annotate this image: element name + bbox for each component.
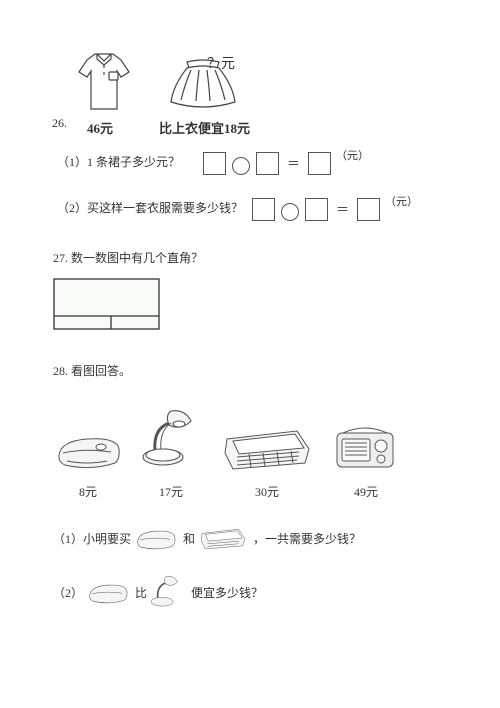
unit-label: （元） xyxy=(336,147,369,163)
calculator-icon xyxy=(219,421,315,473)
q27: 27. 数一数图中有几个直角？ xyxy=(53,249,445,266)
answer-box[interactable] xyxy=(256,152,279,175)
answer-box[interactable] xyxy=(308,152,331,175)
calculator-icon xyxy=(198,524,250,552)
q28-sub1-and: 和 xyxy=(183,530,195,547)
pencilcase-icon xyxy=(134,525,180,551)
equation-blank: ＝ （元） xyxy=(249,193,418,221)
answer-box[interactable] xyxy=(305,198,328,221)
q28-sub1-prefix: （1）小明要买 xyxy=(53,530,131,547)
item-lamp: 17元 xyxy=(141,403,201,500)
skirt-question: ？元 xyxy=(207,53,235,73)
q28-text: 28. 看图回答。 xyxy=(53,364,131,378)
shirt-price: 46元 xyxy=(87,118,113,137)
q27-diagram xyxy=(53,278,445,336)
shirt-icon xyxy=(75,50,133,114)
item-pencilcase: 8元 xyxy=(53,429,123,500)
lamp-icon xyxy=(141,403,201,473)
q28-sub2-than: 比 xyxy=(135,584,147,601)
q28-sub1: （1）小明要买 和 ，一共需要多少钱？ xyxy=(53,524,445,552)
equals-sign: ＝ xyxy=(287,153,300,172)
item-price: 30元 xyxy=(219,483,315,500)
q28-sub1-suffix: ，一共需要多少钱？ xyxy=(253,530,361,547)
q28: 28. 看图回答。 xyxy=(53,362,445,379)
operator-circle[interactable] xyxy=(232,157,250,175)
item-price: 49元 xyxy=(333,483,399,500)
equals-sign: ＝ xyxy=(336,199,349,218)
item-price: 8元 xyxy=(53,483,123,500)
q26-sub1: （1）1 条裙子多少元？ ＝ （元） xyxy=(57,147,445,175)
q28-sub2-prefix: （2） xyxy=(53,584,83,601)
pencilcase-icon xyxy=(53,429,123,473)
q26-sub1-text: （1）1 条裙子多少元？ xyxy=(57,153,180,170)
operator-circle[interactable] xyxy=(281,203,299,221)
unit-label: （元） xyxy=(385,193,418,209)
item-price: 17元 xyxy=(141,483,201,500)
q26-figure: 26. 46元 ？元 比上衣便宜18元 xyxy=(57,48,445,133)
answer-box[interactable] xyxy=(357,198,380,221)
q27-text: 27. 数一数图中有几个直角？ xyxy=(53,251,203,265)
answer-box[interactable] xyxy=(252,198,275,221)
q28-items: 8元 17元 xyxy=(53,403,445,500)
equation-blank: ＝ （元） xyxy=(200,147,369,175)
q26-number: 26. xyxy=(52,116,67,131)
answer-box[interactable] xyxy=(203,152,226,175)
radio-icon xyxy=(333,419,399,473)
q28-sub2: （2） 比 便宜多少钱？ xyxy=(53,572,445,612)
q26-sub2-text: （2）买这样一套衣服需要多少钱？ xyxy=(57,199,243,216)
pencilcase-icon xyxy=(86,579,132,605)
q26-sub2: （2）买这样一套衣服需要多少钱？ ＝ （元） xyxy=(57,193,445,221)
lamp-icon xyxy=(150,572,188,612)
q28-sub2-suffix: 便宜多少钱？ xyxy=(191,584,263,601)
item-radio: 49元 xyxy=(333,419,399,500)
skirt-caption: 比上衣便宜18元 xyxy=(159,118,250,137)
item-calculator: 30元 xyxy=(219,421,315,500)
